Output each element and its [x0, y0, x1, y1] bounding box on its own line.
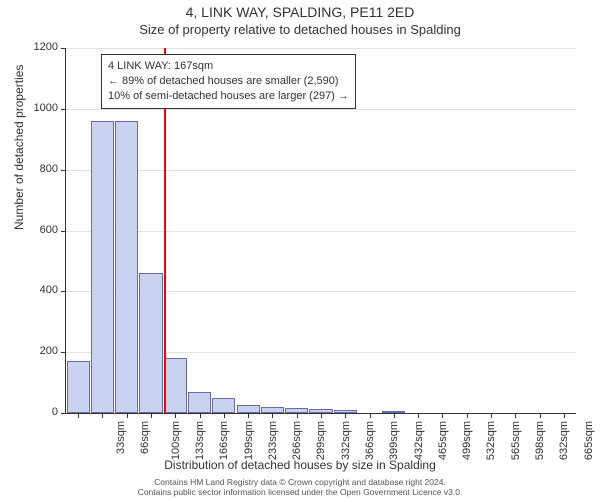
xtick-mark	[297, 413, 298, 418]
xtick-mark	[418, 413, 419, 418]
xtick-label: 565sqm	[510, 421, 522, 460]
ytick-mark	[61, 291, 66, 292]
ytick-mark	[61, 231, 66, 232]
bar	[237, 405, 260, 413]
bar	[67, 361, 90, 413]
bar	[139, 273, 162, 413]
footer-line1: Contains HM Land Registry data © Crown c…	[0, 477, 600, 488]
xtick-label: 33sqm	[115, 421, 127, 454]
ytick-label: 1200	[18, 41, 58, 55]
ytick-label: 200	[18, 345, 58, 359]
xtick-mark	[491, 413, 492, 418]
xtick-label: 432sqm	[413, 421, 425, 460]
bar	[164, 358, 187, 413]
ytick-label: 400	[18, 284, 58, 298]
xtick-mark	[175, 413, 176, 418]
grid-line	[66, 231, 576, 232]
xtick-label: 166sqm	[218, 421, 230, 460]
ytick-label: 800	[18, 163, 58, 177]
ytick-mark	[61, 413, 66, 414]
xtick-mark	[272, 413, 273, 418]
xtick-mark	[248, 413, 249, 418]
xtick-label: 532sqm	[486, 421, 498, 460]
xtick-label: 598sqm	[534, 421, 546, 460]
annotation-line3: 10% of semi-detached houses are larger (…	[108, 89, 349, 104]
xtick-label: 266sqm	[291, 421, 303, 460]
xtick-label: 199sqm	[243, 421, 255, 460]
xtick-mark	[370, 413, 371, 418]
y-axis-label: Number of detached properties	[12, 65, 26, 230]
xtick-mark	[345, 413, 346, 418]
ytick-mark	[61, 352, 66, 353]
ytick-label: 0	[18, 406, 58, 420]
bar	[115, 121, 138, 413]
xtick-label: 665sqm	[583, 421, 595, 460]
xtick-mark	[515, 413, 516, 418]
grid-line	[66, 109, 576, 110]
plot-area: 02004006008001000120033sqm66sqm100sqm133…	[65, 48, 576, 414]
xtick-mark	[564, 413, 565, 418]
xtick-label: 100sqm	[170, 421, 182, 460]
xtick-label: 465sqm	[437, 421, 449, 460]
xtick-mark	[102, 413, 103, 418]
bar	[212, 398, 235, 413]
xtick-label: 366sqm	[364, 421, 376, 460]
chart-title: 4, LINK WAY, SPALDING, PE11 2ED	[0, 4, 600, 20]
x-axis-label: Distribution of detached houses by size …	[0, 458, 600, 472]
xtick-mark	[78, 413, 79, 418]
xtick-label: 299sqm	[316, 421, 328, 460]
footer-attribution: Contains HM Land Registry data © Crown c…	[0, 477, 600, 498]
xtick-mark	[200, 413, 201, 418]
annotation-line2: ← 89% of detached houses are smaller (2,…	[108, 74, 349, 89]
ytick-label: 600	[18, 224, 58, 238]
ytick-mark	[61, 109, 66, 110]
bar	[91, 121, 114, 413]
chart-subtitle: Size of property relative to detached ho…	[0, 22, 600, 37]
xtick-label: 133sqm	[194, 421, 206, 460]
xtick-mark	[224, 413, 225, 418]
xtick-label: 632sqm	[558, 421, 570, 460]
chart-container: 4, LINK WAY, SPALDING, PE11 2ED Size of …	[0, 0, 600, 500]
annotation-box: 4 LINK WAY: 167sqm← 89% of detached hous…	[101, 54, 356, 109]
xtick-label: 399sqm	[388, 421, 400, 460]
xtick-mark	[540, 413, 541, 418]
bar	[188, 392, 211, 413]
xtick-label: 233sqm	[267, 421, 279, 460]
ytick-label: 1000	[18, 102, 58, 116]
xtick-label: 332sqm	[340, 421, 352, 460]
footer-line2: Contains public sector information licen…	[0, 487, 600, 498]
ytick-mark	[61, 48, 66, 49]
xtick-label: 66sqm	[139, 421, 151, 454]
xtick-mark	[467, 413, 468, 418]
ytick-mark	[61, 170, 66, 171]
grid-line	[66, 170, 576, 171]
grid-line	[66, 48, 576, 49]
annotation-line1: 4 LINK WAY: 167sqm	[108, 59, 349, 74]
xtick-mark	[321, 413, 322, 418]
xtick-mark	[394, 413, 395, 418]
xtick-mark	[127, 413, 128, 418]
xtick-mark	[442, 413, 443, 418]
xtick-label: 499sqm	[461, 421, 473, 460]
xtick-mark	[151, 413, 152, 418]
